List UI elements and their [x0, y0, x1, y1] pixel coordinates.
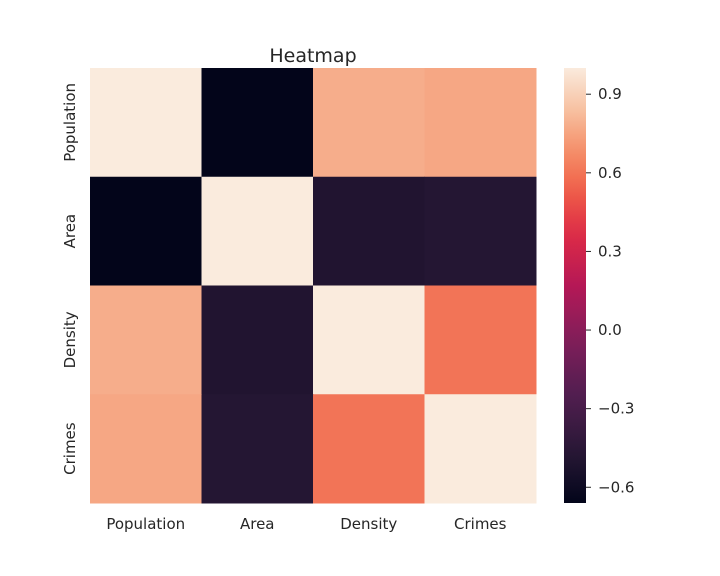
heatmap-cell: [313, 285, 425, 395]
x-tick-label: Population: [106, 515, 185, 533]
x-tick-labels: Population Area Density Crimes: [106, 515, 506, 533]
x-tick-label: Crimes: [454, 515, 507, 533]
heatmap-cell: [313, 176, 425, 286]
colorbar-tick-label: 0.0: [598, 321, 622, 339]
x-tick-label: Area: [240, 515, 275, 533]
heatmap-cell: [90, 176, 202, 286]
heatmap-cell: [90, 394, 202, 504]
heatmap-cell: [201, 285, 314, 395]
colorbar-tick-label: −0.6: [598, 478, 634, 496]
heatmap-cell: [313, 394, 425, 504]
heatmap-cell: [424, 285, 537, 395]
heatmap-cell: [424, 176, 537, 286]
heatmap-cell: [424, 68, 537, 178]
colorbar-tick-label: 0.9: [598, 85, 622, 103]
y-tick-label: Area: [61, 214, 79, 249]
colorbar-tick-label: 0.6: [598, 164, 622, 182]
heatmap-cells: [90, 68, 537, 504]
colorbar: [564, 68, 586, 503]
y-tick-labels: Population Area Density Crimes: [61, 83, 79, 475]
heatmap-cell: [90, 285, 202, 395]
y-tick-label: Crimes: [61, 422, 79, 475]
heatmap-cell: [201, 176, 314, 286]
y-tick-label: Population: [61, 83, 79, 162]
colorbar-tick-label: −0.3: [598, 400, 634, 418]
colorbar-ticks: 0.9 0.6 0.3 0.0 −0.3 −0.6: [586, 85, 634, 496]
heatmap-cell: [90, 68, 202, 178]
chart-title: Heatmap: [269, 45, 356, 67]
x-tick-label: Density: [340, 515, 397, 533]
heatmap-cell: [424, 394, 537, 504]
heatmap-cell: [313, 68, 425, 178]
heatmap-cell: [201, 68, 314, 178]
heatmap-cell: [201, 394, 314, 504]
colorbar-tick-label: 0.3: [598, 242, 622, 260]
y-tick-label: Density: [61, 311, 79, 368]
